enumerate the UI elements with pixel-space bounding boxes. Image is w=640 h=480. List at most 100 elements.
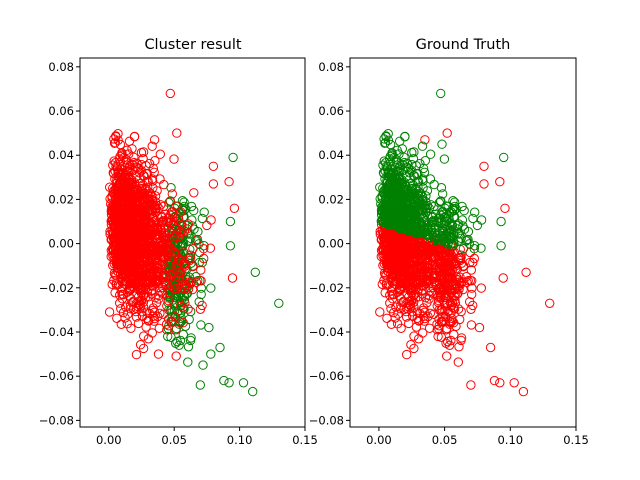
data-point: [126, 284, 136, 295]
data-point: [407, 183, 417, 194]
data-point: [227, 273, 238, 283]
data-point: [165, 227, 175, 237]
data-point: [434, 252, 445, 262]
data-point: [206, 283, 216, 293]
data-point: [183, 219, 194, 229]
data-point: [195, 380, 206, 390]
data-point: [445, 260, 455, 270]
data-point: [479, 161, 489, 172]
data-point: [409, 291, 419, 301]
data-point: [479, 179, 489, 189]
data-point: [393, 234, 403, 245]
y-tick-label: 0.04: [318, 148, 344, 162]
data-point: [476, 243, 486, 253]
data-point: [439, 233, 449, 243]
data-point: [113, 200, 123, 210]
data-point: [147, 263, 158, 273]
data-point: [391, 174, 401, 184]
data-point: [416, 272, 426, 283]
data-point: [384, 243, 394, 253]
data-point: [425, 149, 436, 159]
data-point: [129, 131, 140, 142]
data-point: [400, 223, 410, 233]
data-point: [375, 307, 385, 317]
data-point: [382, 164, 392, 174]
data-point: [454, 342, 464, 352]
data-point: [403, 192, 414, 203]
data-point: [132, 206, 142, 217]
data-point: [395, 285, 405, 295]
data-point: [129, 157, 139, 168]
data-point: [457, 215, 468, 225]
data-point: [215, 342, 225, 353]
data-point: [444, 278, 454, 288]
data-point: [496, 241, 506, 251]
data-point: [446, 335, 456, 346]
data-point: [453, 357, 463, 367]
data-point: [138, 147, 149, 157]
data-point: [449, 284, 460, 295]
data-point: [138, 291, 149, 301]
data-point: [123, 234, 133, 245]
data-point: [150, 207, 161, 218]
data-point: [186, 333, 196, 343]
data-point: [159, 270, 169, 280]
data-point: [186, 306, 196, 317]
data-point: [185, 255, 195, 266]
data-point: [118, 307, 129, 318]
data-point: [418, 328, 428, 338]
data-point: [447, 221, 457, 232]
data-point: [224, 177, 234, 187]
data-point: [414, 216, 425, 227]
data-point: [118, 227, 129, 237]
data-point: [120, 268, 131, 278]
data-point: [420, 156, 430, 166]
data-point: [442, 351, 452, 361]
data-point: [171, 201, 181, 211]
data-point: [156, 225, 166, 235]
data-point: [110, 138, 121, 148]
x-axis: 0.00 0.05 0.10 0.15: [366, 427, 589, 447]
data-point: [127, 144, 137, 154]
x-tick-label: 0.05: [161, 433, 187, 447]
data-point: [136, 205, 147, 216]
data-point: [418, 176, 428, 186]
data-point: [149, 135, 160, 145]
data-point: [147, 275, 157, 285]
data-point: [206, 215, 216, 225]
data-point: [433, 258, 443, 268]
data-point: [406, 340, 416, 350]
y-tick-label: 0.00: [48, 237, 74, 251]
data-point: [183, 304, 193, 314]
data-point: [389, 289, 399, 300]
data-point: [383, 212, 394, 223]
data-point: [433, 297, 443, 308]
data-point: [199, 244, 209, 254]
data-point: [112, 164, 122, 174]
data-point: [120, 264, 130, 274]
x-tick-label: 0.15: [292, 433, 318, 447]
data-point: [386, 173, 397, 183]
data-point: [155, 149, 166, 159]
data-point: [464, 239, 475, 249]
data-point: [114, 243, 124, 253]
data-point: [189, 188, 199, 198]
data-point: [420, 135, 430, 145]
data-point: [130, 225, 140, 236]
data-point: [179, 247, 189, 257]
data-point: [112, 313, 122, 323]
data-point: [156, 217, 167, 228]
data-point: [196, 320, 206, 330]
data-point: [392, 277, 402, 287]
y-tick-label: 0.04: [48, 148, 74, 162]
y-tick-label: −0.02: [309, 281, 344, 295]
data-point: [412, 261, 422, 271]
data-point: [167, 270, 177, 280]
data-point: [376, 235, 386, 245]
data-point: [496, 216, 506, 227]
data-point: [104, 307, 115, 317]
data-point: [401, 205, 411, 216]
data-point: [138, 232, 148, 243]
data-point: [204, 322, 214, 333]
data-point: [485, 342, 496, 353]
